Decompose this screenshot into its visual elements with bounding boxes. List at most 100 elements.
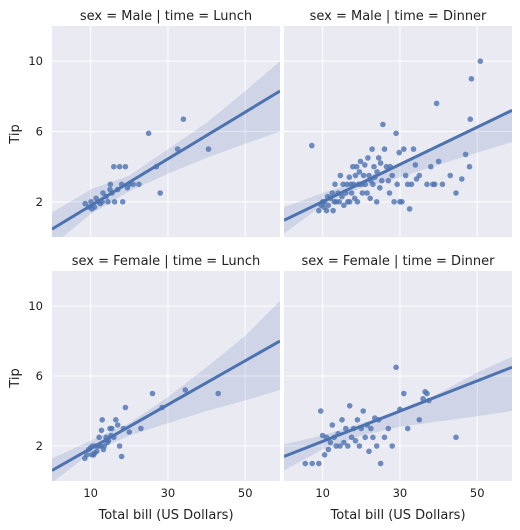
data-point (380, 121, 386, 128)
data-point (362, 434, 369, 441)
plot-area (52, 300, 280, 481)
data-point (386, 190, 393, 196)
x-axis-title-right: Total bill (US Dollars) (329, 508, 465, 523)
data-point (316, 460, 322, 467)
data-point (82, 200, 88, 207)
data-point (109, 425, 115, 432)
data-point (468, 76, 475, 82)
data-point (205, 146, 212, 152)
data-point (360, 408, 367, 414)
data-point (329, 422, 336, 428)
data-point (453, 434, 459, 441)
data-point (424, 181, 430, 188)
data-point (377, 185, 383, 191)
facet-panel: sex = Female | time = Lunch 2 6 10 10 30 50 (28, 254, 280, 500)
data-point (362, 162, 368, 168)
data-point (346, 199, 353, 205)
confidence-band (284, 108, 512, 234)
x-tick-label: 30 (393, 486, 408, 500)
data-point (215, 390, 221, 397)
y-tick-label: 2 (36, 195, 43, 209)
regression-line (284, 109, 512, 222)
data-point (345, 443, 351, 449)
data-point (116, 443, 123, 449)
data-point (343, 425, 349, 432)
y-axis-title-top: Tip (8, 124, 23, 144)
y-tick-label: 2 (36, 439, 43, 453)
facet-panel: sex = Female | time = Dinner 10 30 50 (284, 254, 512, 500)
data-point (325, 202, 332, 209)
data-point (370, 434, 376, 441)
data-point (105, 199, 111, 205)
data-point (435, 158, 442, 165)
data-point (462, 151, 469, 158)
data-point (309, 142, 315, 149)
y-tick-label: 6 (36, 369, 43, 383)
data-point (111, 199, 118, 205)
data-point (98, 427, 105, 434)
data-point (332, 181, 338, 188)
panel-title: sex = Male | time = Lunch (80, 9, 252, 24)
data-point (402, 172, 409, 179)
data-point (116, 163, 123, 170)
data-point (399, 199, 405, 205)
data-point (431, 181, 438, 188)
data-point (408, 181, 415, 188)
data-point (309, 460, 316, 467)
data-point (96, 434, 102, 441)
regression-line (284, 365, 512, 458)
regression-line (52, 339, 280, 472)
data-point (477, 58, 484, 64)
data-point (356, 169, 363, 175)
data-point (366, 448, 372, 455)
data-point (391, 199, 397, 205)
data-point (346, 403, 353, 409)
data-point (377, 160, 384, 166)
data-point (375, 155, 382, 161)
data-point (410, 146, 417, 152)
data-point (348, 434, 355, 441)
data-point (350, 163, 356, 170)
data-point (336, 199, 343, 205)
data-point (396, 149, 403, 156)
data-point (182, 387, 189, 393)
data-point (357, 158, 364, 165)
data-point (466, 163, 473, 170)
data-point (364, 190, 370, 196)
data-point (401, 390, 407, 397)
data-point (138, 425, 144, 432)
plot-area (284, 356, 512, 471)
data-point (379, 177, 385, 184)
panel-title: sex = Female | time = Lunch (72, 254, 260, 269)
data-point (383, 163, 390, 170)
data-point (359, 190, 366, 196)
plot-area (52, 61, 280, 237)
data-point (118, 453, 125, 460)
data-point (381, 146, 388, 152)
data-point (341, 202, 347, 209)
x-tick-label: 50 (470, 486, 485, 500)
data-point (317, 408, 324, 414)
data-point (467, 116, 474, 122)
data-point (114, 422, 121, 428)
data-point (346, 174, 353, 180)
data-point (119, 199, 126, 205)
y-axis-title-bottom: Tip (8, 368, 23, 388)
data-point (99, 417, 105, 423)
plot-area (284, 58, 512, 234)
data-point (377, 460, 384, 467)
data-point (111, 163, 117, 170)
data-point (122, 163, 129, 170)
data-point (447, 172, 454, 179)
data-point (373, 443, 380, 449)
data-point (412, 162, 419, 168)
data-point (340, 181, 346, 188)
data-point (344, 181, 350, 188)
data-point (352, 172, 359, 179)
data-point (373, 199, 380, 205)
data-point (130, 181, 136, 188)
data-point (321, 452, 328, 458)
data-point (369, 146, 375, 152)
regression-line (52, 89, 280, 231)
data-point (433, 100, 440, 107)
